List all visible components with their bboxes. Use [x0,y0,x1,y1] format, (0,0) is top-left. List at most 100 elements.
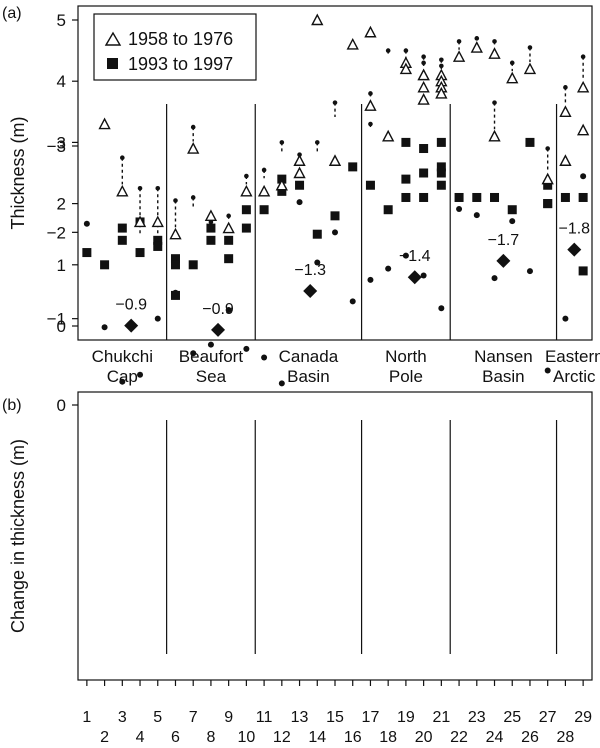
triangle-marker [275,178,288,191]
change-dot [278,380,285,387]
square-marker [82,248,92,258]
triangle-marker [187,142,200,154]
x-tick-label: 4 [136,729,145,746]
square-marker [578,266,588,276]
panel-b-frame [77,391,593,681]
region-label: Chukchi [92,347,153,366]
region-label: Arctic [553,367,596,386]
triangle-marker [133,215,147,228]
x-tick-label: 12 [273,729,291,746]
square-marker [365,180,375,190]
change-dot [385,265,392,272]
panel-b: Change in thickness (m) 0−1−2−31 3 5 7 9 11 13… [8,137,593,746]
change-dot [137,371,144,378]
mean-value-label: −1.3 [294,262,326,279]
square-marker [117,235,127,245]
x-tick-label: 16 [344,729,362,746]
triangle-marker [346,37,359,50]
square-marker [135,248,145,258]
square-marker [241,223,251,233]
region-label: Eastern [545,347,600,366]
x-tick-label: 10 [237,729,255,746]
y-tick-label: −2 [47,223,66,242]
triangle-marker [257,184,271,197]
triangle-marker [488,47,501,59]
square-marker [472,192,482,202]
paired-dot [261,167,267,173]
square-marker [436,180,446,190]
change-dot [349,298,356,305]
x-tick-label: 19 [397,709,415,726]
y-tick-label: 0 [57,396,66,415]
paired-dot [439,63,444,69]
square-marker [419,192,429,202]
paired-dot [279,140,285,145]
change-dot [119,378,126,385]
square-marker [224,254,234,264]
x-tick-label: 9 [224,709,233,726]
x-tick-label: 26 [521,729,539,746]
legend-filled-square-marker [107,58,118,69]
square-marker [507,205,517,215]
x-tick-label: 23 [468,709,486,726]
region-label: Basin [482,367,525,386]
square-marker [206,223,216,233]
paired-dot [456,39,462,44]
triangle-marker [417,80,430,93]
triangle-marker [382,129,395,142]
paired-dot [120,155,125,160]
triangle-marker [364,99,377,111]
x-tick-label: 21 [432,709,450,726]
paired-dot [155,186,161,191]
triangle-marker [576,123,590,136]
change-dot [438,305,445,312]
x-tick-label: 24 [486,729,504,746]
region-label: North [385,347,427,366]
paired-dot [421,54,426,60]
panel-a-y-axis-label: Thickness (m) [8,116,28,229]
change-dot [580,173,587,180]
triangle-marker [364,25,377,38]
y-tick-label: 1 [57,256,66,275]
square-marker [454,192,464,202]
triangle-marker [541,172,554,185]
paired-dot [545,146,550,151]
paired-dot [509,60,515,66]
change-dot [207,341,214,348]
change-dot [509,218,516,225]
x-tick-label: 18 [379,729,397,746]
square-marker [543,199,553,209]
change-dot [367,276,374,283]
square-marker [330,211,340,221]
square-marker [277,186,287,196]
triangle-marker [293,154,306,166]
square-marker [578,192,588,202]
mean-value-label: −0.9 [115,297,147,314]
triangle-marker [169,227,182,240]
x-tick-label: 17 [362,709,380,726]
paired-dot [137,186,143,191]
triangle-marker [470,41,483,53]
paired-dot [226,213,231,219]
y-tick-label: 4 [57,72,66,91]
paired-dot [474,36,480,41]
triangle-marker [311,13,324,26]
change-dot [243,345,250,352]
paired-dot [368,91,373,96]
x-tick-label: 11 [256,709,273,726]
change-dot [562,315,569,322]
square-marker [206,235,216,245]
square-marker [560,192,570,202]
square-marker [117,223,127,233]
paired-dot [439,57,444,63]
change-dot [526,268,533,275]
triangle-marker [204,209,218,222]
x-tick-label: 27 [539,709,557,726]
panel-b-label: (b) [2,397,22,414]
x-tick-label: 28 [557,729,575,746]
panel-a-frame [77,5,593,341]
paired-dot [492,39,497,44]
x-tick-label: 13 [291,709,309,726]
